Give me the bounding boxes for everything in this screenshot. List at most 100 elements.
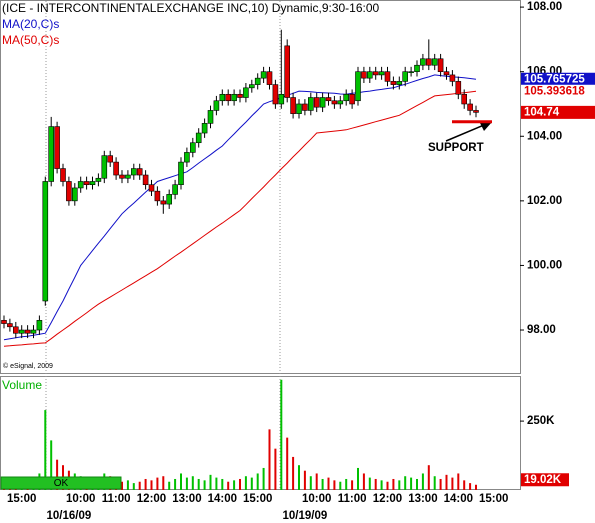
candle-body (307, 97, 314, 111)
volume-bar (286, 437, 289, 490)
volume-bar (185, 477, 188, 490)
volume-bar (221, 478, 224, 490)
annotation-arrow (445, 124, 485, 142)
candle-body (296, 103, 302, 114)
volume-bar (144, 478, 147, 490)
candle-body (431, 58, 438, 66)
candle-body (237, 93, 243, 98)
x-tick-label: 13:00 (408, 493, 437, 505)
volume-bar (274, 448, 277, 490)
candle-body (414, 64, 420, 72)
volume-bar (233, 480, 236, 490)
y-tick-label: 102.00 (527, 195, 562, 207)
volume-bar (398, 480, 401, 490)
candle-body (254, 77, 261, 85)
candle-body (30, 329, 37, 334)
volume-bar (321, 478, 324, 490)
x-tick-label: 15:00 (243, 493, 272, 505)
candle-body (366, 71, 373, 79)
candle-body (190, 142, 196, 153)
y-tick-label: 108.00 (527, 1, 562, 13)
ok-button[interactable]: OK (0, 476, 122, 490)
volume-bar (439, 478, 442, 490)
candle-body (213, 100, 220, 111)
candle-body (473, 110, 479, 113)
volume-bar (132, 483, 135, 490)
candle-body (131, 168, 137, 176)
x-tick-label: 14:00 (208, 493, 237, 505)
volume-bar (227, 481, 230, 490)
candle-body (396, 81, 403, 85)
last-value-box (521, 72, 595, 86)
candle-body (136, 168, 143, 176)
volume-tick-label: 250K (527, 415, 555, 427)
ok-button-label[interactable]: OK (54, 478, 69, 489)
x-tick-label: 15:00 (479, 493, 508, 505)
volume-bar (404, 476, 407, 490)
candle-body (95, 177, 102, 182)
candle-body (425, 58, 432, 66)
candle-body (467, 103, 473, 111)
volume-bar (333, 480, 336, 490)
ma-line (3, 74, 477, 341)
candle-body (66, 181, 72, 202)
candle-body (219, 93, 226, 102)
volume-bar (374, 478, 377, 490)
legend-entry: MA(20,C)s (2, 17, 59, 31)
volume-bar (451, 477, 454, 490)
candle-body (113, 161, 119, 176)
volume-bar (209, 474, 212, 490)
volume-label-box (521, 473, 569, 487)
candle-body (319, 97, 326, 108)
x-tick-label: 10:00 (302, 493, 331, 505)
x-tick-label: 13:00 (172, 493, 201, 505)
candle-body (125, 174, 131, 179)
last-value-label: 105.765725 (524, 73, 585, 85)
candle-body (372, 71, 379, 76)
date-label: 10/16/09 (47, 510, 92, 522)
x-tick-label: 10:00 (66, 493, 95, 505)
candle-body (77, 181, 84, 189)
volume-bar (268, 429, 271, 490)
volume-bar (315, 473, 318, 490)
candle-body (408, 71, 414, 73)
volume-bar (150, 480, 153, 490)
date-label: 10/19/09 (283, 510, 328, 522)
last-value-box (521, 84, 595, 98)
candle-body (331, 100, 338, 105)
candle-body (107, 155, 113, 163)
candle-body (148, 184, 155, 192)
volume-bar (197, 478, 200, 490)
volume-bar (345, 478, 348, 490)
candle-body (249, 84, 255, 89)
candle-body (437, 58, 444, 72)
volume-bar (433, 476, 436, 490)
chart-title: (ICE - INTERCONTINENTALEXCHANGE INC,10) … (2, 1, 380, 15)
volume-bar (168, 481, 171, 490)
volume-bar (445, 474, 448, 490)
volume-bar (463, 480, 466, 490)
ok-button-box[interactable] (0, 476, 122, 490)
legend-entry: MA(50,C)s (2, 33, 59, 47)
candle-body (349, 93, 355, 105)
candle-body (7, 323, 13, 328)
candle-body (48, 126, 55, 182)
volume-bar (368, 477, 371, 490)
volume-panel (0, 376, 521, 490)
candle-body (420, 58, 426, 66)
volume-bar (475, 484, 477, 490)
volume-bar (309, 476, 312, 490)
candle-body (461, 93, 468, 105)
candle-body (260, 71, 267, 79)
volume-bar (174, 478, 177, 490)
volume-bar (298, 465, 300, 490)
volume-title: Volume (2, 378, 42, 392)
candle-body (160, 200, 167, 205)
candle-body (361, 71, 367, 79)
candle-body (172, 184, 178, 195)
candle-body (284, 45, 291, 98)
x-tick-label: 12:00 (137, 493, 166, 505)
candle-body (60, 168, 66, 182)
candle-body (355, 71, 361, 102)
